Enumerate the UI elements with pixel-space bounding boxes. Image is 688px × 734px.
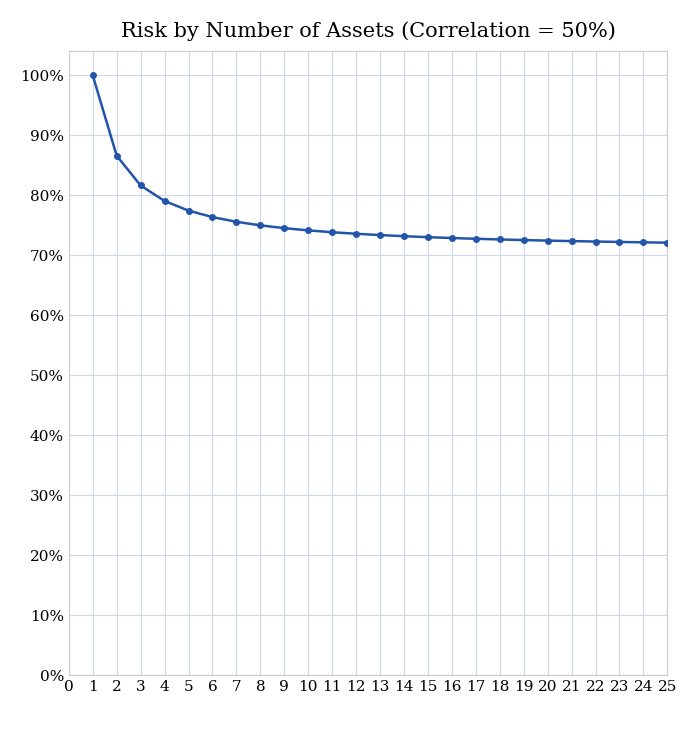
Title: Risk by Number of Assets (Correlation = 50%): Risk by Number of Assets (Correlation = … [120, 22, 616, 42]
